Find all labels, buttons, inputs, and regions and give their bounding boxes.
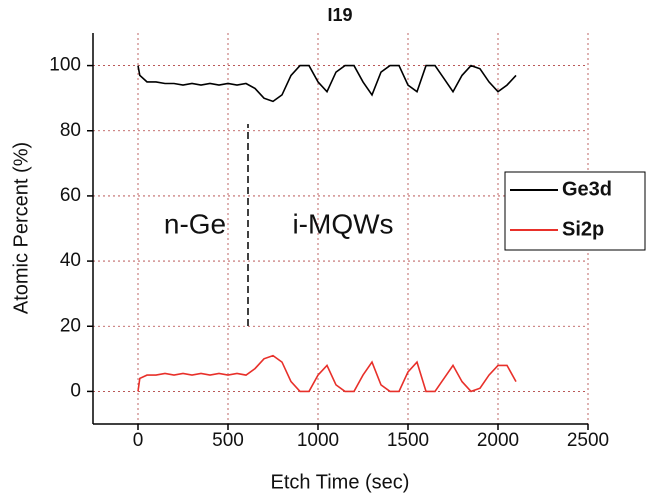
annotation: i-MQWs xyxy=(292,208,393,239)
legend: Ge3d Si2p xyxy=(510,178,612,240)
x-axis-label: Etch Time (sec) xyxy=(271,471,410,493)
y-tick-label: 100 xyxy=(49,55,81,76)
x-tick-label: 2000 xyxy=(477,430,519,451)
legend-box xyxy=(504,171,646,251)
y-tick-label: 40 xyxy=(60,250,81,271)
x-tick-label: 0 xyxy=(133,430,144,451)
x-tick-label: 1000 xyxy=(297,430,339,451)
y-tick-label: 80 xyxy=(60,120,81,141)
legend-label: Si2p xyxy=(562,218,604,240)
legend-label: Ge3d xyxy=(562,178,612,200)
x-tick-label: 500 xyxy=(212,430,244,451)
annotation: n-Ge xyxy=(164,208,226,239)
y-tick-label: 0 xyxy=(70,380,81,401)
chart-title: I19 xyxy=(327,5,352,25)
y-tick-label: 60 xyxy=(60,185,81,206)
plot xyxy=(137,64,517,393)
series-line xyxy=(137,354,517,393)
x-tick-label: 2500 xyxy=(567,430,609,451)
y-axis-label: Atomic Percent (%) xyxy=(10,142,32,314)
x-tick-label: 1500 xyxy=(387,430,429,451)
y-tick-label: 20 xyxy=(60,315,81,336)
series-line xyxy=(137,64,517,103)
